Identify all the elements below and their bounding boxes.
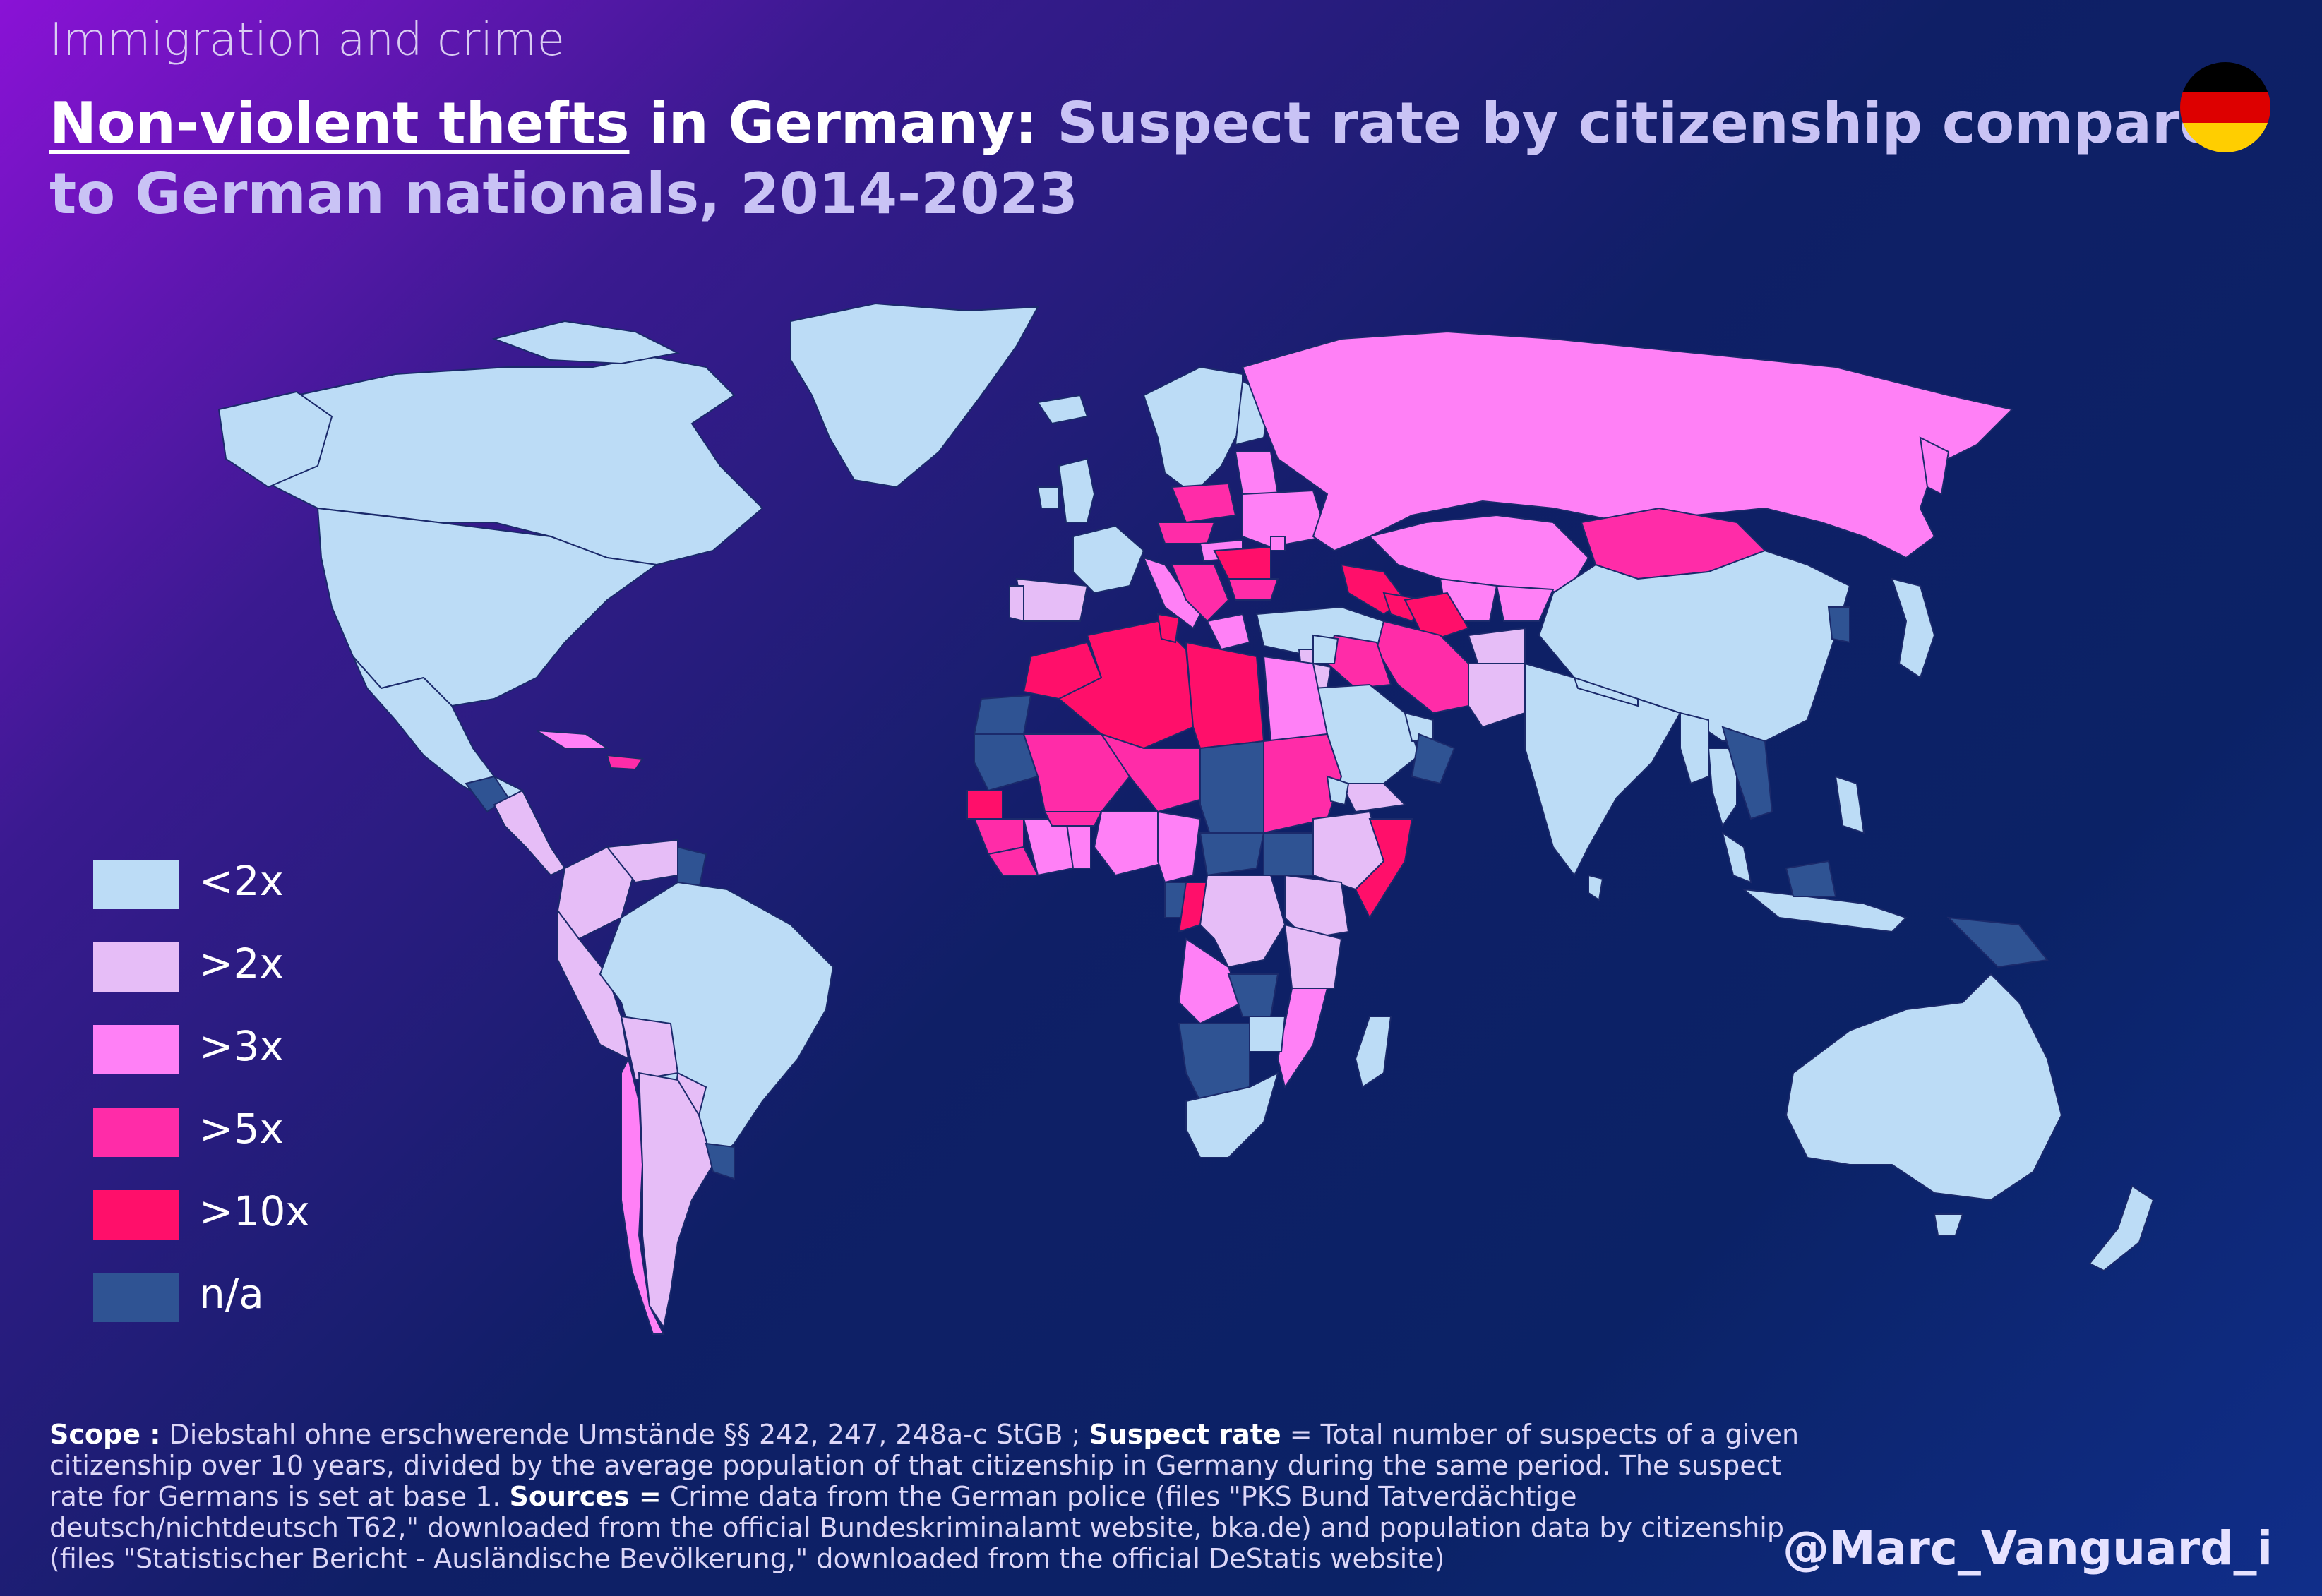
region-ireland [1036,486,1060,509]
suspect-rate-text: = Total number of suspects of a given ci… [49,1419,1800,1512]
region-kamchatka [1919,436,1950,496]
region-china [1538,549,1851,742]
legend-label: n/a [199,1270,264,1318]
region-tasmania [1933,1213,1964,1236]
region-balkans [1171,564,1230,623]
region-tanzania [1283,923,1343,989]
region-syria [1312,634,1339,664]
region-south-sudan [1263,832,1314,876]
region-mozambique [1276,988,1329,1089]
region-philippines [1834,775,1865,834]
region-malaysia [1721,831,1752,884]
region-australia [1785,973,2063,1201]
region-senegal-gambia [966,790,1003,820]
region-borneo [1785,860,1837,897]
region-greece [1206,613,1251,651]
sources-text: Crime data from the German police (files… [49,1481,1784,1574]
region-japan [1891,577,1936,679]
region-russia [1241,330,2013,559]
title-subject: Suspect rate by citizenship compared to … [49,90,2258,227]
region-madagascar [1354,1016,1392,1088]
region-hispaniola [606,754,644,771]
region-indonesia [1741,888,1908,933]
region-iran [1375,620,1469,714]
legend-label: <2x [199,857,284,905]
region-central-america [493,789,566,877]
region-czech-slovakia [1156,522,1216,544]
scope-label: Scope : [49,1419,161,1450]
legend-swatch [93,1108,179,1157]
region-moldova [1270,536,1286,551]
region-zambia [1227,973,1279,1017]
region-kyrgyz-tajik [1495,584,1555,622]
region-kazakhstan [1368,514,1590,594]
region-sri-lanka [1588,874,1604,901]
region-arctic-islands [491,320,681,365]
legend-label: >3x [199,1022,284,1070]
region-france [1072,524,1145,594]
region-cameroon [1157,810,1202,884]
region-central-african-republic [1199,832,1265,877]
legend-swatch [93,1190,179,1240]
legend-swatch [93,860,179,909]
region-eritrea [1326,775,1350,806]
region-burkina-faso [1043,811,1103,827]
region-zimbabwe [1249,1016,1286,1052]
title-country: in Germany: [629,90,1038,156]
region-portugal [1009,585,1024,623]
region-oman [1411,733,1456,785]
region-tunisia [1156,613,1180,644]
region-uruguay [705,1142,735,1180]
legend-label: >5x [199,1105,284,1153]
region-laos-vietnam-cambodia [1721,726,1773,820]
region-papua-new-guinea [1946,916,2049,968]
region-romania [1213,546,1271,580]
region-baltics-belarus [1234,451,1279,495]
region-new-zealand [2088,1184,2155,1272]
region-yemen [1340,783,1407,813]
region-chad [1199,740,1264,848]
legend-swatch [93,942,179,992]
chart-title: Non-violent thefts in Germany: Suspect r… [49,88,2273,229]
region-bulgaria [1227,578,1279,601]
title-highlight: Non-violent thefts [49,90,630,156]
region-poland [1171,482,1237,524]
region-ukraine [1242,489,1329,548]
region-scandinavia [1142,366,1243,496]
footnote: Scope : Diebstahl ohne erschwerende Umst… [49,1419,1829,1574]
region-korea [1827,606,1850,644]
region-dr-congo [1199,875,1286,968]
region-uk [1058,457,1096,523]
legend-label: >10x [199,1187,310,1235]
region-mauritania [974,733,1039,792]
region-spain [1015,577,1089,622]
region-somalia [1354,818,1413,920]
region-alaska [217,390,333,488]
region-argentina [638,1072,714,1329]
region-western-sahara [973,694,1032,735]
region-angola [1178,937,1244,1025]
region-italy [1142,556,1202,630]
supertitle: Immigration and crime [49,14,565,66]
legend-swatch [93,1025,179,1074]
region-pakistan [1468,663,1526,728]
legend-label: >2x [199,940,284,988]
region-iceland [1036,394,1089,425]
region-nigeria [1093,811,1173,877]
region-libya [1185,641,1265,750]
scope-text: Diebstahl ohne erschwerende Umstände §§ … [160,1419,1089,1450]
region-myanmar [1680,712,1709,785]
author-credit: @Marc_Vanguard_i [1783,1521,2273,1576]
suspect-rate-label: Suspect rate [1089,1419,1281,1450]
region-south-africa [1185,1072,1279,1158]
region-cuba [536,730,610,749]
sources-label: Sources = [509,1481,662,1512]
region-usa [316,507,659,707]
legend-swatch [93,1273,179,1322]
region-greenland [790,302,1039,488]
